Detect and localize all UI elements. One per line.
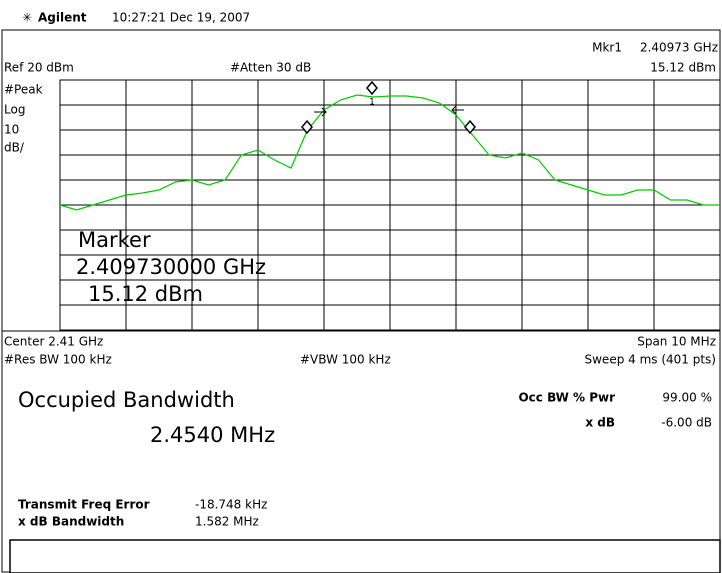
overlay-text: Marker — [78, 228, 151, 252]
span: Span 10 MHz — [637, 335, 716, 349]
overlay-text: 15.12 dBm — [88, 282, 203, 306]
scale-label: Log — [4, 103, 25, 117]
marker-number: 1 — [369, 98, 375, 108]
extra-label: x dB Bandwidth — [18, 515, 124, 529]
logo-icon: ✳ — [22, 11, 32, 25]
marker-label: Mkr1 — [592, 41, 622, 55]
result-label: x dB — [585, 416, 615, 430]
arrow — [314, 107, 327, 117]
ref-level: Ref 20 dBm — [4, 61, 74, 75]
message-box — [9, 539, 721, 573]
arrow — [451, 105, 464, 115]
rbw: #Res BW 100 kHz — [4, 353, 112, 367]
marker-amp: 15.12 dBm — [650, 61, 716, 75]
trace-layer — [59, 94, 720, 211]
marker-diamond — [366, 80, 378, 96]
center-freq: Center 2.41 GHz — [4, 335, 103, 349]
marker-freq: 2.40973 GHz — [640, 41, 718, 55]
trace — [59, 94, 720, 211]
overlay-text: 2.409730000 GHz — [76, 255, 266, 279]
sweep: Sweep 4 ms (401 pts) — [585, 353, 717, 367]
graticule — [59, 79, 721, 331]
extra-value: -18.748 kHz — [195, 498, 267, 512]
result-label: Occ BW % Pwr — [518, 391, 615, 405]
extra-value: 1.582 MHz — [195, 515, 259, 529]
scale-label: 10 — [4, 123, 19, 137]
bw-marker — [301, 119, 313, 135]
atten: #Atten 30 dB — [230, 61, 311, 75]
vbw: #VBW 100 kHz — [300, 353, 391, 367]
occ-bw: 2.4540 MHz — [150, 423, 275, 447]
brand: Agilent — [38, 11, 87, 25]
timestamp: 10:27:21 Dec 19, 2007 — [112, 11, 250, 25]
scale-label: #Peak — [4, 83, 43, 97]
result-value: -6.00 dB — [661, 416, 712, 430]
result-value: 99.00 % — [662, 391, 712, 405]
results-title: Occupied Bandwidth — [18, 388, 235, 412]
extra-label: Transmit Freq Error — [18, 498, 150, 512]
bw-marker — [464, 119, 476, 135]
scale-label: dB/ — [4, 141, 25, 155]
